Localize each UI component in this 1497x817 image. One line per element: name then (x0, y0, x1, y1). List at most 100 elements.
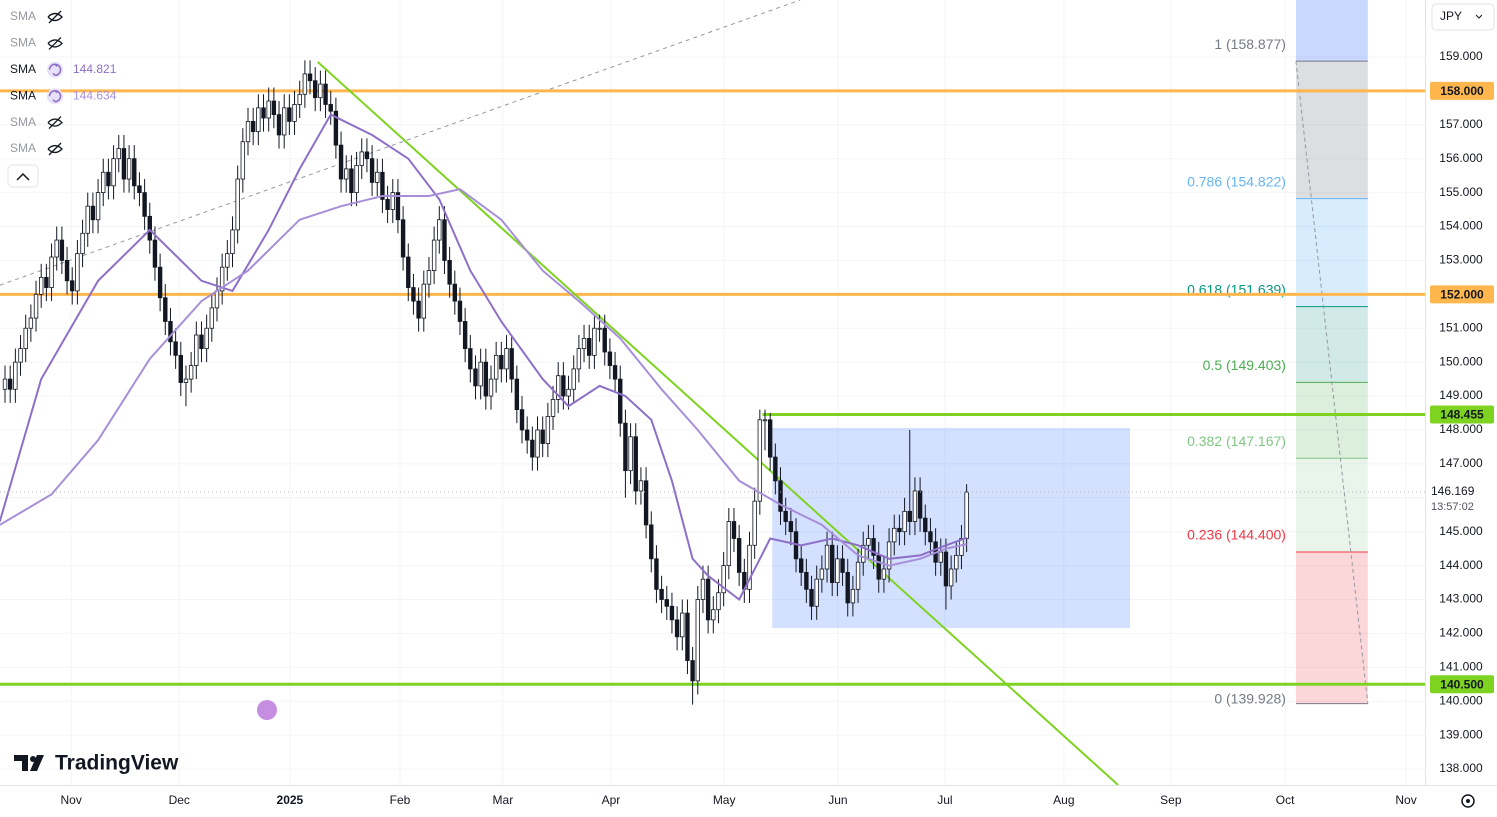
candle-body (731, 521, 737, 539)
candle-body (214, 290, 220, 309)
candle-body (219, 266, 225, 292)
y-tick-label: 149.000 (1439, 388, 1483, 402)
candle-body (483, 361, 489, 397)
candle-body (250, 120, 256, 132)
candle-body (814, 578, 819, 607)
candle-body (509, 348, 514, 380)
candle-body (680, 612, 685, 638)
candle-body (892, 527, 897, 543)
candle-body (762, 419, 768, 422)
candle-body (964, 491, 969, 539)
legend-icon (47, 116, 63, 130)
candle-body (323, 83, 328, 105)
candle-body (163, 297, 168, 322)
candle-body (597, 327, 602, 330)
candle-body (550, 399, 556, 417)
candle-body (923, 517, 928, 533)
fib-top-band (1295, 0, 1368, 62)
y-tick-label: 147.000 (1439, 456, 1483, 470)
last-price-label: 146.169 (1431, 484, 1475, 498)
candle-body (18, 348, 23, 363)
candle-body (514, 378, 520, 411)
candle-body (204, 327, 209, 349)
settings-button[interactable] (1461, 794, 1475, 808)
candle-body (845, 571, 850, 604)
y-tick-label: 159.000 (1439, 49, 1483, 63)
fib-label: 0 (139.928) (1214, 690, 1286, 706)
candle-body (917, 490, 923, 519)
candle-body (757, 419, 763, 502)
candle-body (607, 351, 613, 366)
candle-body (850, 588, 856, 604)
candle-body (95, 192, 101, 221)
candle-body (886, 541, 892, 570)
price-label: 152.000 (1440, 288, 1484, 302)
select-frame[interactable] (1431, 3, 1495, 31)
button-frame[interactable] (7, 164, 39, 188)
candle-body (855, 561, 861, 590)
y-tick-label: 143.000 (1439, 592, 1483, 606)
candle-body (225, 253, 230, 268)
chevron (16, 172, 30, 181)
candle-body (664, 599, 669, 607)
candle-body (281, 107, 287, 136)
legend-name: SMA (10, 36, 36, 50)
candle-body (488, 378, 494, 397)
y-tick-label: 148.000 (1439, 422, 1483, 436)
y-tick-label: 156.000 (1439, 151, 1483, 165)
y-tick-label: 157.000 (1439, 117, 1483, 131)
collapse-button[interactable] (7, 164, 39, 188)
legend-name: SMA (10, 62, 36, 76)
candle-body (504, 348, 509, 370)
trend-line (317, 61, 1119, 786)
candle-body (101, 171, 106, 194)
currency-select[interactable]: JPY (1431, 3, 1495, 31)
fib-label: 0.786 (154.822) (1187, 173, 1286, 189)
fib-label: 0.236 (144.400) (1187, 527, 1286, 543)
candle-body (437, 219, 442, 241)
candle-body (587, 338, 592, 356)
candle-body (199, 334, 204, 349)
y-tick-label: 151.000 (1439, 320, 1483, 334)
dropdown-arrow (1475, 14, 1483, 19)
candle-body (928, 531, 933, 543)
logo-mark (14, 755, 44, 771)
price-label: 148.455 (1440, 408, 1484, 422)
brand-name: TradingView (55, 752, 179, 775)
candle-body (830, 544, 835, 583)
candle-body (147, 215, 152, 241)
candle-body (943, 551, 949, 587)
candle-body (230, 229, 235, 255)
candle-body (39, 276, 44, 295)
candle-body (256, 107, 261, 132)
legend-value: 144.821 (73, 62, 117, 76)
candle-body (28, 317, 34, 329)
candle-body (235, 178, 240, 231)
candle-body (194, 334, 199, 366)
legend-value: 144.634 (73, 88, 117, 102)
price-label-box (1430, 405, 1494, 424)
candle-body (390, 192, 395, 210)
candle-body (866, 538, 871, 546)
candle-body (318, 83, 323, 99)
candle-body (499, 354, 504, 370)
candle-body (783, 510, 788, 522)
candle-body (959, 538, 964, 556)
x-tick-label: Jun (828, 793, 847, 807)
candle-body (426, 270, 432, 285)
gear-ring[interactable] (1461, 794, 1475, 808)
candle-body (380, 171, 385, 200)
candle-body (788, 521, 794, 533)
candle-body (297, 93, 302, 105)
candle-body (85, 205, 90, 234)
candle-body (711, 609, 716, 621)
candle-body (168, 321, 173, 343)
candle-body (736, 538, 742, 573)
candle-body (447, 260, 452, 285)
candle-body (493, 354, 499, 380)
candle-body (157, 266, 163, 299)
candle-body (752, 500, 757, 546)
dashed-trend-line (0, 0, 801, 286)
event-marker[interactable] (257, 700, 277, 720)
